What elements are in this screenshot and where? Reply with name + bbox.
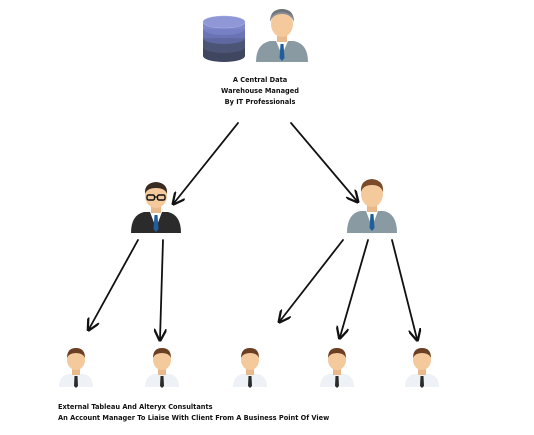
caption-line: By IT Professionals <box>224 98 296 106</box>
arrow-manager-to-client-5 <box>391 239 417 339</box>
legend-line-account-manager: An Account Manager To Liaise With Client… <box>58 414 330 422</box>
client-user-icon <box>145 348 179 388</box>
consultant-glasses-icon <box>131 182 181 233</box>
caption-line: A Central Data <box>232 76 288 84</box>
client-user-icon <box>405 348 439 388</box>
client-user-icon <box>59 348 93 388</box>
arrow-top-to-consultant <box>174 122 239 203</box>
legend-line-consultants: External Tableau And Alteryx Consultants <box>58 403 213 411</box>
data-warehouse-caption: A Central Data Warehouse Managed By IT P… <box>190 75 330 108</box>
caption-line: Warehouse Managed <box>221 87 299 95</box>
arrow-consultant-to-client-2 <box>160 239 163 339</box>
database-icon <box>202 15 246 62</box>
arrow-top-to-account-manager <box>290 122 357 201</box>
arrow-manager-to-client-4 <box>340 239 369 337</box>
account-manager-icon <box>347 179 397 233</box>
arrow-manager-to-client-3 <box>280 239 344 321</box>
client-user-icon <box>320 348 354 388</box>
it-professional-icon <box>256 9 308 62</box>
arrow-consultant-to-client-1 <box>89 239 139 329</box>
legend: External Tableau And Alteryx Consultants… <box>58 402 329 424</box>
client-user-icon <box>233 348 267 388</box>
